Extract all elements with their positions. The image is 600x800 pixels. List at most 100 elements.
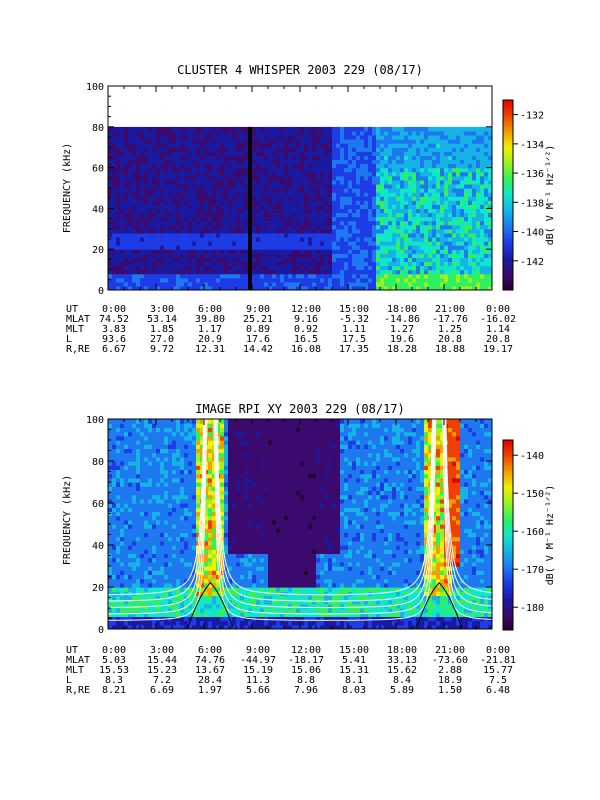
heatmap-cell	[168, 188, 173, 193]
heatmap-cell	[408, 232, 413, 238]
heatmap-cell	[484, 261, 489, 267]
heatmap-cell	[424, 236, 429, 242]
heatmap-cell	[344, 130, 349, 136]
heatmap-cell	[380, 277, 385, 283]
heatmap-cell	[228, 175, 233, 181]
heatmap-cell	[284, 155, 289, 161]
heatmap-cell	[132, 130, 137, 136]
heatmap-cell	[384, 232, 389, 238]
heatmap-cell	[156, 545, 161, 550]
heatmap-cell	[300, 277, 305, 283]
heatmap-cell	[404, 228, 409, 234]
heatmap-cell	[420, 143, 425, 148]
heatmap-cell	[384, 277, 389, 283]
heatmap-cell	[472, 188, 477, 193]
heatmap-cell	[236, 236, 241, 242]
heatmap-cell	[120, 561, 125, 567]
heatmap-cell	[160, 587, 165, 592]
heatmap-cell	[332, 204, 337, 209]
heatmap-cell	[472, 261, 477, 267]
heatmap-cell	[392, 126, 397, 132]
heatmap-cell	[160, 139, 165, 144]
heatmap-cell	[160, 608, 165, 613]
heatmap-cell	[120, 167, 125, 173]
heatmap-cell	[228, 204, 233, 209]
heatmap-cell	[456, 228, 461, 234]
heatmap-cell	[180, 431, 185, 437]
heatmap-cell	[304, 175, 309, 181]
heatmap-cell	[252, 249, 257, 254]
heatmap-cell	[432, 151, 437, 156]
heatmap-cell	[160, 147, 165, 152]
heatmap-cell	[340, 188, 345, 193]
heatmap-cell	[208, 281, 213, 287]
heatmap-cell	[344, 224, 349, 230]
heatmap-cell	[404, 281, 409, 287]
heatmap-cell	[364, 134, 369, 140]
heatmap-cell	[204, 163, 209, 169]
heatmap-cell	[148, 253, 153, 258]
heatmap-cell	[112, 532, 117, 538]
heatmap-cell	[120, 477, 125, 483]
heatmap-cell	[412, 261, 417, 267]
heatmap-cell	[372, 285, 377, 290]
heatmap-cell	[256, 228, 261, 234]
heatmap-cell	[212, 126, 217, 132]
heatmap-cell	[140, 427, 145, 433]
heatmap-cell	[164, 612, 169, 617]
heatmap-cell	[272, 204, 277, 209]
heatmap-cell	[392, 163, 397, 169]
heatmap-cell	[336, 155, 341, 161]
heatmap-cell	[112, 163, 117, 169]
heatmap-cell	[488, 253, 492, 258]
heatmap-cell	[116, 603, 121, 609]
heatmap-cell	[388, 281, 393, 287]
heatmap-cell	[480, 171, 485, 177]
heatmap-cell	[184, 167, 189, 173]
heatmap-cell	[284, 224, 289, 230]
heatmap-cell	[312, 249, 317, 254]
heatmap-cell	[332, 241, 337, 246]
heatmap-cell	[168, 553, 173, 559]
heatmap-cell	[332, 236, 337, 242]
heatmap-cell	[276, 212, 281, 218]
heatmap-cell	[260, 126, 265, 132]
heatmap-cell	[368, 277, 373, 283]
heatmap-cell	[476, 134, 481, 140]
heatmap-cell	[228, 277, 233, 283]
heatmap-cell	[400, 188, 405, 193]
heatmap-cell	[164, 570, 169, 575]
heatmap-cell	[168, 143, 173, 148]
heatmap-cell	[404, 151, 409, 156]
heatmap-cell	[172, 419, 177, 424]
heatmap-cell	[212, 241, 217, 246]
heatmap-cell	[276, 261, 281, 267]
heatmap-cell	[224, 151, 229, 156]
heatmap-cell	[376, 163, 381, 169]
heatmap-cell	[148, 163, 153, 169]
heatmap-cell	[456, 196, 461, 201]
heatmap-cell	[152, 163, 157, 169]
heatmap-cell	[164, 440, 169, 445]
heatmap-cell	[168, 163, 173, 169]
heatmap-cell	[128, 171, 133, 177]
heatmap-cell	[312, 139, 317, 144]
heatmap-cell	[268, 216, 273, 222]
heatmap-cell	[164, 620, 169, 626]
heatmap-cell	[328, 285, 333, 290]
heatmap-cell	[208, 220, 213, 226]
heatmap-cell	[320, 216, 325, 222]
heatmap-cell	[208, 134, 213, 140]
heatmap-cell	[140, 620, 145, 626]
heatmap-cell	[144, 212, 149, 218]
heatmap-cell	[200, 261, 205, 267]
heatmap-cell	[300, 265, 305, 271]
heatmap-cell	[396, 159, 401, 165]
heatmap-cell	[124, 281, 129, 287]
heatmap-cell	[232, 257, 237, 263]
heatmap-cell	[112, 232, 117, 238]
heatmap-cell	[280, 155, 285, 161]
heatmap-cell	[236, 171, 241, 177]
ephemeris-row-name: MLAT	[66, 314, 90, 325]
heatmap-cell	[448, 139, 453, 144]
